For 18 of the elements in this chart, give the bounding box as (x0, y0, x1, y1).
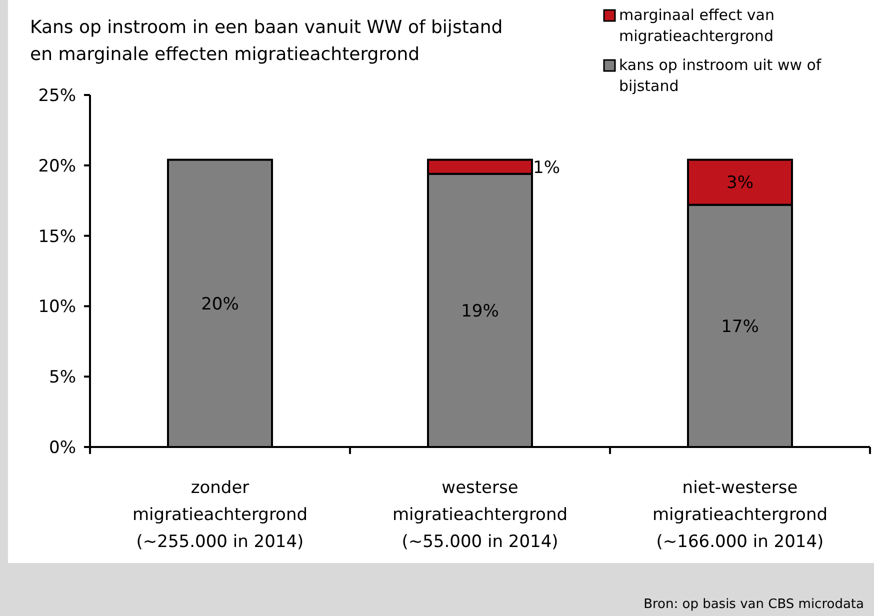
y-tick-label: 0% (49, 438, 76, 458)
legend-label: marginaal effect van migratieachtergrond (619, 6, 774, 45)
y-tick-label: 15% (38, 226, 76, 247)
chart-title: Kans op instroom in een baan vanuit WW of bijstand en marginale effecten migratieachtergrond (30, 17, 503, 65)
data-label: 3% (726, 173, 754, 194)
data-label: 20% (201, 294, 239, 314)
data-label: 17% (721, 316, 759, 337)
data-label: 1% (533, 158, 560, 178)
y-tick-label: 25% (38, 86, 76, 106)
legend-label: kans op instroom uit ww of bijstand (619, 56, 822, 95)
y-tick-label: 5% (49, 368, 76, 388)
y-tick-label: 10% (38, 297, 76, 318)
data-label: 19% (461, 301, 499, 322)
x-tick-label: niet-westerse migratieachtergrond (~166.000 in 2014) (652, 478, 828, 552)
x-tick-label: zonder migratieachtergrond (~255.000 in 2014) (132, 478, 308, 552)
y-tick-label: 20% (38, 156, 76, 176)
text: Bron: op basis van CBS microdata (644, 597, 864, 612)
x-tick-label: westerse migratieachtergrond (~55.000 in 2014) (392, 478, 568, 552)
